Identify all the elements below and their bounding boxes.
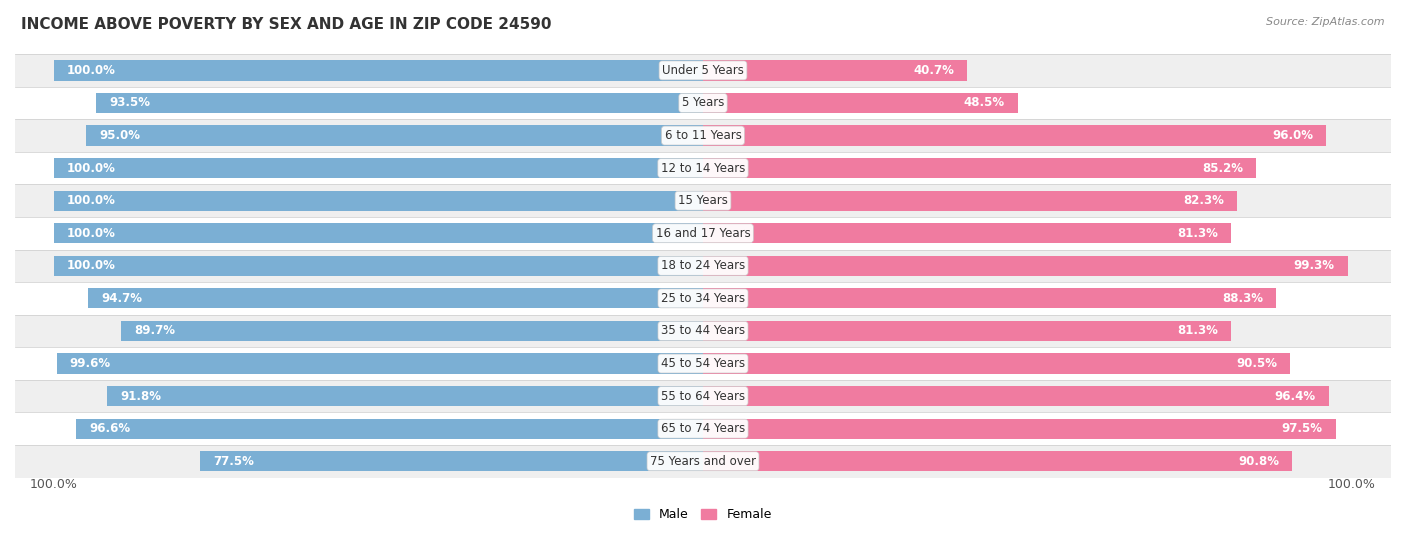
Text: 100.0%: 100.0% <box>67 227 115 240</box>
Bar <box>53 158 703 178</box>
Text: 90.5%: 90.5% <box>1236 357 1278 370</box>
Bar <box>703 321 1230 341</box>
Text: 77.5%: 77.5% <box>212 454 254 468</box>
Bar <box>107 386 703 406</box>
Bar <box>15 184 1391 217</box>
Text: 99.6%: 99.6% <box>69 357 111 370</box>
Text: 35 to 44 Years: 35 to 44 Years <box>661 324 745 338</box>
Text: 6 to 11 Years: 6 to 11 Years <box>665 129 741 142</box>
Text: 16 and 17 Years: 16 and 17 Years <box>655 227 751 240</box>
Bar <box>703 386 1329 406</box>
Bar <box>15 315 1391 347</box>
Bar <box>703 419 1336 439</box>
Text: 96.6%: 96.6% <box>89 422 131 435</box>
Text: 100.0%: 100.0% <box>67 194 115 207</box>
Bar <box>703 451 1292 471</box>
Bar <box>53 60 703 80</box>
Text: 12 to 14 Years: 12 to 14 Years <box>661 162 745 174</box>
Bar <box>703 93 1018 113</box>
Text: 94.7%: 94.7% <box>101 292 142 305</box>
Bar <box>703 191 1237 211</box>
Bar <box>15 249 1391 282</box>
Text: 93.5%: 93.5% <box>110 97 150 110</box>
Bar <box>15 347 1391 380</box>
Text: 81.3%: 81.3% <box>1177 227 1218 240</box>
Text: 100.0%: 100.0% <box>67 162 115 174</box>
Text: 5 Years: 5 Years <box>682 97 724 110</box>
Text: 81.3%: 81.3% <box>1177 324 1218 338</box>
Bar <box>15 119 1391 152</box>
Legend: Male, Female: Male, Female <box>630 503 776 527</box>
Text: 88.3%: 88.3% <box>1222 292 1263 305</box>
Text: 82.3%: 82.3% <box>1184 194 1225 207</box>
Bar <box>86 125 703 146</box>
Text: 100.0%: 100.0% <box>1329 477 1376 491</box>
Text: INCOME ABOVE POVERTY BY SEX AND AGE IN ZIP CODE 24590: INCOME ABOVE POVERTY BY SEX AND AGE IN Z… <box>21 17 551 32</box>
Text: 90.8%: 90.8% <box>1239 454 1279 468</box>
Bar <box>76 419 703 439</box>
Text: 18 to 24 Years: 18 to 24 Years <box>661 259 745 272</box>
Text: 95.0%: 95.0% <box>100 129 141 142</box>
Text: 99.3%: 99.3% <box>1294 259 1334 272</box>
Text: 100.0%: 100.0% <box>30 477 77 491</box>
Text: 85.2%: 85.2% <box>1202 162 1243 174</box>
Text: Source: ZipAtlas.com: Source: ZipAtlas.com <box>1267 17 1385 27</box>
Bar <box>15 282 1391 315</box>
Bar <box>15 87 1391 119</box>
Text: 48.5%: 48.5% <box>963 97 1005 110</box>
Text: 55 to 64 Years: 55 to 64 Years <box>661 390 745 402</box>
Text: 75 Years and over: 75 Years and over <box>650 454 756 468</box>
Bar <box>96 93 703 113</box>
Bar <box>53 191 703 211</box>
Text: 91.8%: 91.8% <box>120 390 162 402</box>
Bar <box>53 223 703 243</box>
Text: 97.5%: 97.5% <box>1282 422 1323 435</box>
Text: 15 Years: 15 Years <box>678 194 728 207</box>
Bar <box>200 451 703 471</box>
Bar <box>15 445 1391 477</box>
Bar <box>15 152 1391 184</box>
Bar <box>703 223 1230 243</box>
Bar <box>703 288 1277 309</box>
Bar <box>121 321 703 341</box>
Text: 100.0%: 100.0% <box>67 259 115 272</box>
Bar <box>53 255 703 276</box>
Bar <box>703 353 1291 373</box>
Text: 65 to 74 Years: 65 to 74 Years <box>661 422 745 435</box>
Text: 40.7%: 40.7% <box>914 64 955 77</box>
Text: 89.7%: 89.7% <box>134 324 174 338</box>
Bar <box>15 54 1391 87</box>
Bar <box>703 158 1256 178</box>
Bar <box>703 125 1326 146</box>
Bar <box>56 353 703 373</box>
Bar <box>15 217 1391 249</box>
Bar <box>703 60 967 80</box>
Text: Under 5 Years: Under 5 Years <box>662 64 744 77</box>
Text: 25 to 34 Years: 25 to 34 Years <box>661 292 745 305</box>
Text: 100.0%: 100.0% <box>67 64 115 77</box>
Bar <box>15 413 1391 445</box>
Bar <box>15 380 1391 413</box>
Text: 45 to 54 Years: 45 to 54 Years <box>661 357 745 370</box>
Bar <box>89 288 703 309</box>
Text: 96.0%: 96.0% <box>1272 129 1313 142</box>
Text: 96.4%: 96.4% <box>1275 390 1316 402</box>
Bar <box>703 255 1347 276</box>
